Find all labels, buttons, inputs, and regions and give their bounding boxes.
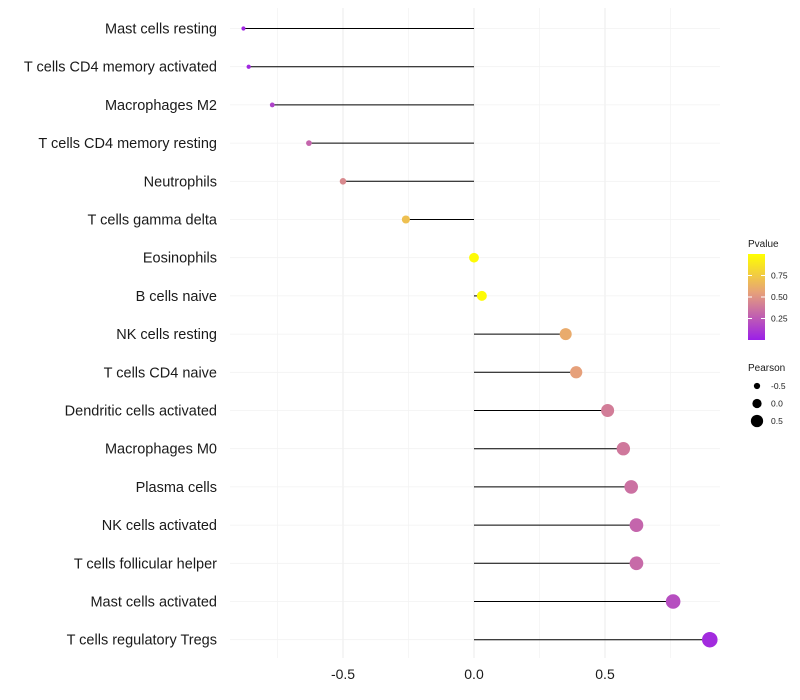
category-label: B cells naive — [136, 289, 217, 305]
pearson-key-label: 0.0 — [771, 399, 783, 409]
category-label: T cells CD4 memory resting — [38, 136, 217, 152]
category-label: Dendritic cells activated — [65, 404, 217, 420]
category-label: Mast cells activated — [90, 595, 217, 611]
lollipop-point — [269, 102, 275, 108]
x-tick-label: 0.0 — [464, 666, 484, 682]
lollipop-point — [339, 178, 347, 185]
lollipop-point — [702, 631, 718, 648]
pvalue-colorbar — [748, 254, 765, 340]
category-label: Eosinophils — [143, 251, 217, 267]
x-tick-label: -0.5 — [331, 666, 355, 682]
pearson-key-label: -0.5 — [771, 381, 786, 391]
pearson-key-dot — [750, 414, 764, 428]
category-label: Neutrophils — [144, 174, 217, 190]
lollipop-point — [241, 26, 246, 31]
point-layer — [241, 26, 718, 648]
lollipop-point — [665, 594, 681, 609]
pvalue-tick-label: 0.25 — [771, 314, 788, 324]
category-label: T cells gamma delta — [88, 213, 218, 229]
lollipop-point — [246, 64, 251, 69]
category-label: NK cells activated — [102, 518, 217, 534]
pvalue-tick-label: 0.50 — [771, 292, 788, 302]
category-label: T cells follicular helper — [74, 556, 217, 572]
lollipop-point — [476, 290, 487, 301]
pvalue-legend-title: Pvalue — [748, 239, 779, 250]
pearson-legend: Pearson -0.5 0.0 0.5 — [748, 363, 786, 428]
x-tick-label: 0.5 — [595, 666, 615, 682]
pvalue-tick-label: 0.75 — [771, 271, 788, 281]
pearson-legend-title: Pearson — [748, 363, 785, 374]
pearson-key-dot — [753, 382, 761, 390]
grid-layer — [230, 8, 720, 658]
lollipop-point — [570, 366, 583, 379]
lollipop-point — [601, 403, 615, 418]
lollipop-point — [616, 441, 631, 456]
lollipop-point — [629, 518, 644, 532]
pvalue-legend: Pvalue 0.75 0.50 0.25 — [748, 239, 788, 340]
pearson-key-label: 0.5 — [771, 416, 783, 426]
category-label: Plasma cells — [136, 480, 217, 496]
category-label: NK cells resting — [116, 327, 217, 343]
lollipop-point — [306, 140, 312, 146]
pearson-legend-keys: -0.5 0.0 0.5 — [750, 381, 786, 428]
category-label: Mast cells resting — [105, 22, 217, 38]
lollipop-point — [469, 252, 479, 263]
category-label: T cells CD4 naive — [104, 365, 217, 381]
lollipop-point — [629, 556, 644, 571]
lollipop-point — [401, 215, 410, 224]
category-labels: Mast cells resting T cells CD4 memory act… — [24, 22, 218, 649]
x-axis-ticks: -0.5 0.0 0.5 — [331, 666, 615, 682]
stem-layer — [243, 28, 710, 641]
lollipop-point — [559, 328, 572, 341]
pvalue-legend-ticks: 0.75 0.50 0.25 — [748, 271, 788, 324]
category-label: Macrophages M2 — [105, 98, 217, 114]
category-label: T cells CD4 memory activated — [24, 60, 217, 76]
lollipop-point — [624, 480, 638, 494]
category-label: T cells regulatory Tregs — [67, 633, 217, 649]
category-label: Macrophages M0 — [105, 442, 217, 458]
pearson-key-dot — [752, 398, 762, 409]
